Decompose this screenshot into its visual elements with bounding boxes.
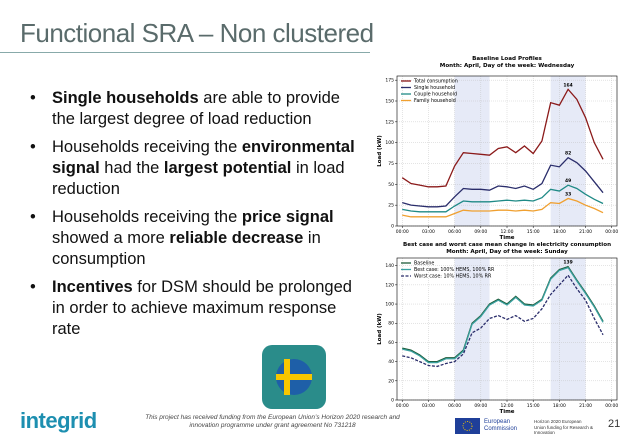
annotation: 139 (563, 260, 572, 266)
x-tick-label: 21:00 (579, 229, 592, 235)
y-tick-label: 25 (388, 203, 394, 209)
series-line (402, 156, 604, 208)
chart-best-worst: Best case and worst case mean change in … (377, 242, 618, 415)
chart-title: Baseline Load Profiles (472, 56, 542, 62)
bullet-text: Single households (52, 89, 199, 107)
chart-subtitle: Month: April, Day of the week: Sunday (446, 249, 568, 255)
funding-text: This project has received funding from t… (145, 414, 400, 429)
plot-frame (396, 75, 618, 227)
x-tick-label: 15:00 (527, 403, 540, 409)
bullet-text: Incentives (52, 278, 133, 296)
bullet-text: in consumption (52, 229, 321, 268)
page-number: 21 (608, 418, 621, 430)
highlight-span (454, 258, 490, 400)
y-tick-label: 60 (388, 340, 394, 346)
legend-label: Best case: 100% HEMS, 100% RR (414, 267, 495, 273)
y-tick-label: 120 (385, 282, 394, 288)
bullet: Households receiving the price signal sh… (28, 207, 363, 270)
y-tick-label: 100 (385, 140, 394, 146)
x-axis-label: Time (499, 409, 514, 415)
title-rule (0, 52, 370, 53)
legend-label: Family household (414, 98, 456, 104)
x-tick-label: 18:00 (553, 403, 566, 409)
plot-frame (396, 257, 618, 401)
legend-label: Worst case: 10% HEMS, 10% RR (414, 274, 492, 280)
legend-label: Single household (414, 85, 455, 91)
x-tick-label: 06:00 (448, 403, 461, 409)
bullet-text: for DSM should be prolonged in order to … (52, 278, 352, 338)
legend-label: Baseline (414, 261, 434, 267)
x-tick-label: 12:00 (501, 229, 514, 235)
x-tick-label: 03:00 (422, 403, 435, 409)
bullet-text: in load reduction (52, 159, 345, 198)
y-tick-label: 0 (391, 398, 394, 404)
y-axis-label: Load (kW) (377, 313, 383, 345)
x-tick-label: 00:00 (605, 403, 618, 409)
y-tick-label: 140 (385, 263, 394, 269)
x-tick-label: 03:00 (422, 229, 435, 235)
annotation: 33 (565, 192, 571, 198)
legend-label: Total consumption (413, 79, 458, 85)
x-tick-label: 12:00 (501, 403, 514, 409)
series-line (402, 197, 604, 218)
bullet: Incentives for DSM should be prolonged i… (28, 277, 363, 340)
bullet-list: Single households are able to provide th… (28, 88, 363, 347)
bullet-text: reliable decrease (169, 229, 304, 247)
x-tick-label: 21:00 (579, 403, 592, 409)
series-line (402, 274, 604, 368)
bullet: Households receiving the environmental s… (28, 137, 363, 200)
annotation: 164 (563, 82, 572, 88)
chart-title: Best case and worst case mean change in … (403, 242, 611, 248)
x-axis-label: Time (499, 235, 514, 241)
x-tick-label: 00:00 (396, 403, 409, 409)
y-tick-label: 20 (388, 378, 394, 384)
y-axis-label: Load (kW) (377, 135, 383, 167)
y-tick-label: 75 (388, 161, 394, 167)
logo: integrid (20, 408, 97, 433)
y-tick-label: 40 (388, 359, 394, 365)
chart-subtitle: Month: April, Day of the week: Wednesday (440, 63, 575, 69)
x-tick-label: 00:00 (396, 229, 409, 235)
y-tick-label: 150 (385, 99, 394, 105)
series-line (401, 88, 604, 188)
eu-flag (455, 418, 480, 434)
bullet-text: had the (99, 159, 164, 177)
slide-title: Functional SRA – Non clustered (20, 18, 374, 48)
x-tick-label: 15:00 (527, 229, 540, 235)
y-tick-label: 0 (391, 224, 394, 230)
bullet-text: environmental signal (52, 138, 355, 177)
y-tick-label: 50 (388, 182, 394, 188)
series-line (402, 266, 604, 364)
x-tick-label: 06:00 (448, 229, 461, 235)
bullet-text: Households receiving the (52, 138, 242, 156)
y-tick-label: 100 (385, 302, 394, 308)
bullet-text: showed a more (52, 229, 170, 247)
horizon-label: Horizon 2020 European Union funding for … (534, 419, 594, 435)
highlight-span (550, 258, 586, 400)
annotation: 49 (565, 178, 571, 184)
sweden-icon (262, 345, 326, 409)
x-tick-label: 09:00 (474, 229, 487, 235)
bullet-text: Households receiving the (52, 208, 242, 226)
bullet: Single households are able to provide th… (28, 88, 363, 130)
x-tick-label: 00:00 (605, 229, 618, 235)
y-tick-label: 80 (388, 321, 394, 327)
bullet-text: price signal (241, 208, 334, 226)
eu-label: European Commission (484, 419, 518, 432)
legend-label: Couple household (414, 92, 457, 98)
x-tick-label: 09:00 (474, 403, 487, 409)
series-line (402, 184, 604, 213)
y-tick-label: 125 (385, 119, 394, 125)
annotation: 82 (565, 151, 571, 157)
x-tick-label: 18:00 (553, 229, 566, 235)
y-tick-label: 175 (385, 78, 394, 84)
bullet-text: largest potential (163, 159, 292, 177)
bullet-text: are able to provide the largest degree o… (52, 89, 340, 128)
